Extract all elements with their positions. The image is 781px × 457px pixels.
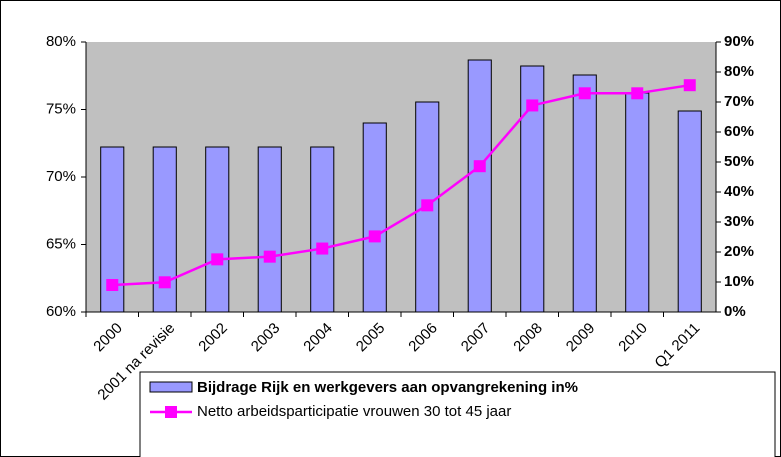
line: [112, 83, 690, 287]
line-marker: [526, 99, 539, 112]
y-tick-label: 60%: [46, 303, 76, 320]
line-marker: [211, 253, 224, 266]
y2-tick-label: 40%: [724, 183, 754, 200]
y-tick-label: 75%: [46, 100, 76, 117]
y2-tick-label: 50%: [724, 153, 754, 170]
bar: [362, 122, 387, 313]
bar: [310, 146, 335, 313]
y2-tick-label: 70%: [724, 93, 754, 110]
legend-label: Netto arbeidsparticipatie vrouwen 30 tot…: [197, 403, 511, 420]
bar: [257, 146, 282, 313]
line-marker: [368, 230, 381, 243]
y2-tick-label: 0%: [724, 303, 746, 320]
line-marker: [316, 242, 329, 255]
bar: [467, 59, 492, 313]
line-marker: [683, 79, 696, 92]
y2-tick-label: 90%: [724, 33, 754, 50]
y-tick-label: 70%: [46, 168, 76, 185]
bar: [677, 110, 702, 313]
legend-label: Bijdrage Rijk en werkgevers aan opvangre…: [197, 379, 578, 396]
y-tick-label: 65%: [46, 235, 76, 252]
line-marker: [263, 250, 276, 263]
y2-tick-label: 60%: [724, 123, 754, 140]
legend-box: [139, 371, 776, 457]
y2-tick-label: 20%: [724, 243, 754, 260]
legend-swatch: [149, 381, 193, 393]
bar: [572, 74, 597, 313]
line-marker: [421, 199, 434, 212]
line-marker: [578, 87, 591, 100]
line-marker: [631, 87, 644, 100]
y2-tick-label: 80%: [724, 63, 754, 80]
bar: [625, 92, 650, 313]
line-marker: [473, 160, 486, 173]
y-tick-label: 80%: [46, 33, 76, 50]
y2-tick-label: 30%: [724, 213, 754, 230]
bar: [205, 146, 230, 313]
line-marker: [158, 276, 171, 289]
line-marker: [106, 279, 119, 291]
legend-marker: [165, 406, 177, 418]
y2-tick-label: 10%: [724, 273, 754, 290]
plot-area: [86, 42, 716, 312]
